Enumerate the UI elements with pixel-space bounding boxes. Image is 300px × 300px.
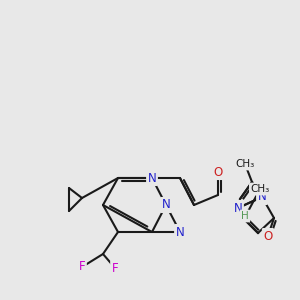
Text: F: F bbox=[112, 262, 118, 275]
Text: O: O bbox=[263, 230, 273, 242]
Text: F: F bbox=[79, 260, 85, 274]
Text: N: N bbox=[258, 190, 266, 203]
Text: N: N bbox=[162, 199, 170, 212]
Text: O: O bbox=[213, 166, 223, 178]
Text: CH₃: CH₃ bbox=[250, 184, 270, 194]
Text: N: N bbox=[234, 202, 242, 214]
Text: H: H bbox=[241, 211, 249, 221]
Text: N: N bbox=[176, 226, 184, 238]
Text: N: N bbox=[148, 172, 156, 184]
Text: CH₃: CH₃ bbox=[236, 159, 255, 169]
